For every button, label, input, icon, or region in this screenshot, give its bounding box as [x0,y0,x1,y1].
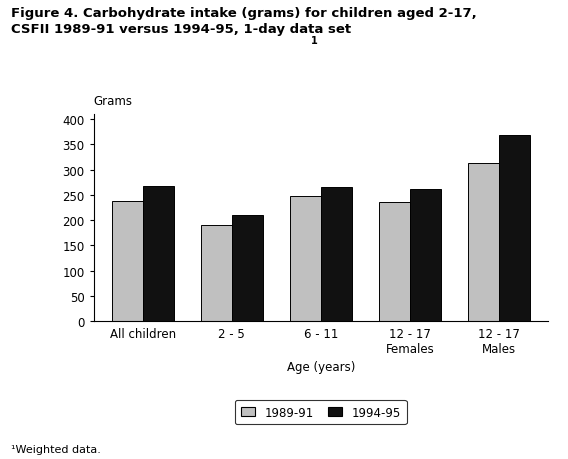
Text: ¹Weighted data.: ¹Weighted data. [11,444,101,454]
Bar [499,136,531,321]
Bar [111,202,143,321]
Bar [321,188,352,321]
Bar [143,186,174,321]
Text: Grams: Grams [94,95,133,108]
Bar [290,196,321,321]
Bar [232,216,263,321]
X-axis label: Age (years): Age (years) [287,360,355,373]
Bar [379,203,410,321]
Bar [410,189,441,321]
Bar [468,164,499,321]
Text: Figure 4. Carbohydrate intake (grams) for children aged 2-17,
CSFII 1989-91 vers: Figure 4. Carbohydrate intake (grams) fo… [11,7,477,36]
Legend: 1989-91, 1994-95: 1989-91, 1994-95 [235,400,407,425]
Text: 1: 1 [311,36,318,46]
Bar [201,225,232,321]
